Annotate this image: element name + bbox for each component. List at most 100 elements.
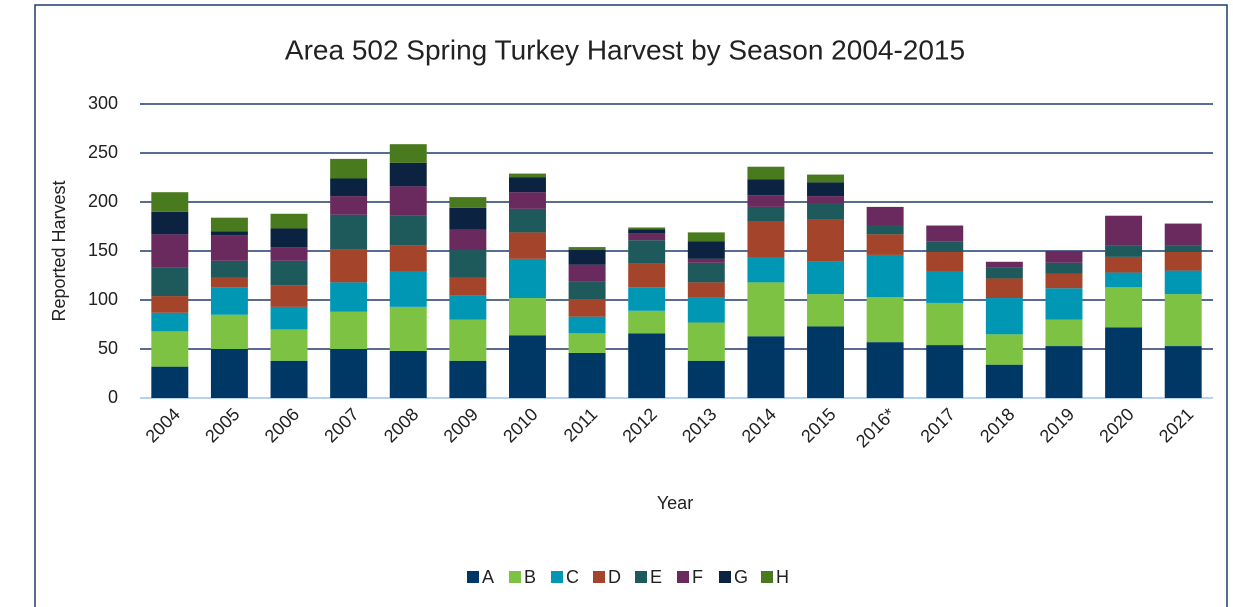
- bar-segment: [687, 262, 725, 283]
- bar-segment: [151, 312, 189, 332]
- bar-segment: [389, 215, 427, 246]
- bar-segment: [270, 285, 308, 307]
- bar-segment: [330, 196, 368, 215]
- bar-segment: [747, 221, 785, 258]
- bar-segment: [1045, 262, 1083, 274]
- bar-segment: [1164, 346, 1202, 398]
- legend-label: B: [524, 567, 536, 587]
- legend-swatch: [509, 571, 521, 583]
- bar-segment: [985, 364, 1023, 398]
- bar-segment: [449, 250, 487, 278]
- y-tick-label: 250: [88, 142, 118, 162]
- legend-label: C: [566, 567, 579, 587]
- bar-segment: [687, 282, 725, 298]
- bar-segment: [151, 267, 189, 297]
- legend-swatch: [677, 571, 689, 583]
- bar-segment: [210, 217, 248, 232]
- bar-segment: [926, 225, 964, 242]
- bar-segment: [1164, 270, 1202, 295]
- bar-segment: [508, 192, 546, 209]
- bar-segment: [508, 173, 546, 178]
- bar-segment: [807, 261, 845, 295]
- bar-segment: [807, 174, 845, 183]
- legend-label: E: [650, 567, 662, 587]
- bar-segment: [210, 231, 248, 236]
- legend-swatch: [467, 571, 479, 583]
- y-axis-label: Reported Harvest: [49, 180, 69, 321]
- bar-segment: [508, 258, 546, 299]
- bar-segment: [449, 319, 487, 361]
- bar-segment: [508, 177, 546, 193]
- bar-segment: [389, 245, 427, 272]
- bar-segment: [568, 299, 606, 317]
- bar-segment: [807, 182, 845, 197]
- bar-segment: [747, 282, 785, 337]
- bar-segment: [747, 336, 785, 398]
- legend-swatch: [551, 571, 563, 583]
- bar-segment: [747, 179, 785, 196]
- y-tick-label: 200: [88, 191, 118, 211]
- bar-segment: [449, 207, 487, 230]
- bar-segment: [807, 196, 845, 203]
- bar-segment: [151, 296, 189, 313]
- bar-segment: [1045, 273, 1083, 289]
- legend-label: H: [776, 567, 789, 587]
- bar-segment: [330, 214, 368, 250]
- bar-segment: [389, 306, 427, 351]
- y-tick-label: 300: [88, 93, 118, 113]
- y-tick-label: 0: [108, 387, 118, 407]
- bar-segment: [1164, 251, 1202, 271]
- bar-segment: [210, 235, 248, 261]
- bar-segment: [449, 229, 487, 251]
- bar-segment: [1045, 251, 1083, 263]
- x-axis-label: Year: [657, 493, 693, 513]
- bar-segment: [330, 349, 368, 398]
- bar-segment: [628, 229, 666, 234]
- bar-segment: [985, 261, 1023, 268]
- bar-segment: [1105, 256, 1143, 273]
- bar-segment: [568, 281, 606, 300]
- bar-segment: [270, 306, 308, 330]
- bar-segment: [807, 294, 845, 327]
- bar-segment: [807, 326, 845, 398]
- bar-segment: [807, 202, 845, 220]
- bar-segment: [449, 360, 487, 398]
- legend-swatch: [593, 571, 605, 583]
- chart-title: Area 502 Spring Turkey Harvest by Season…: [285, 34, 965, 65]
- bar-segment: [687, 241, 725, 259]
- bar-segment: [1164, 223, 1202, 246]
- bar-segment: [687, 322, 725, 361]
- y-tick-label: 50: [98, 338, 118, 358]
- bar-segment: [508, 298, 546, 336]
- bar-segment: [866, 342, 904, 398]
- bar-segment: [270, 228, 308, 248]
- bar-segment: [568, 316, 606, 334]
- bar-segment: [1105, 272, 1143, 288]
- bar-segment: [389, 162, 427, 187]
- bar-segment: [270, 247, 308, 261]
- bar-segment: [210, 314, 248, 349]
- bar-segment: [926, 345, 964, 398]
- bar-segment: [747, 257, 785, 283]
- bar-segment: [449, 197, 487, 208]
- bar-segment: [151, 331, 189, 367]
- bar-segment: [628, 233, 666, 241]
- bar-segment: [1045, 346, 1083, 398]
- bar-segment: [687, 232, 725, 242]
- bar-segment: [508, 232, 546, 259]
- bar-segment: [151, 211, 189, 235]
- bar-segment: [628, 287, 666, 311]
- bar-segment: [628, 333, 666, 398]
- bar-segment: [568, 352, 606, 398]
- bar-segment: [628, 263, 666, 288]
- bar-segment: [985, 267, 1023, 279]
- bar-segment: [1105, 327, 1143, 398]
- bar-segment: [151, 234, 189, 268]
- bar-segment: [330, 249, 368, 283]
- bar-segment: [866, 297, 904, 343]
- bar-segment: [687, 258, 725, 263]
- bar-segment: [1045, 319, 1083, 347]
- bar-segment: [568, 250, 606, 265]
- bar-segment: [628, 227, 666, 230]
- bar-segment: [628, 310, 666, 334]
